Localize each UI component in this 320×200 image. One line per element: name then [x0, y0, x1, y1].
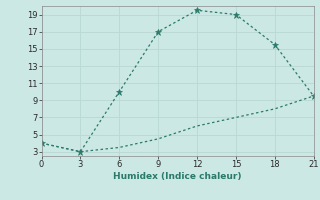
X-axis label: Humidex (Indice chaleur): Humidex (Indice chaleur) — [113, 172, 242, 181]
